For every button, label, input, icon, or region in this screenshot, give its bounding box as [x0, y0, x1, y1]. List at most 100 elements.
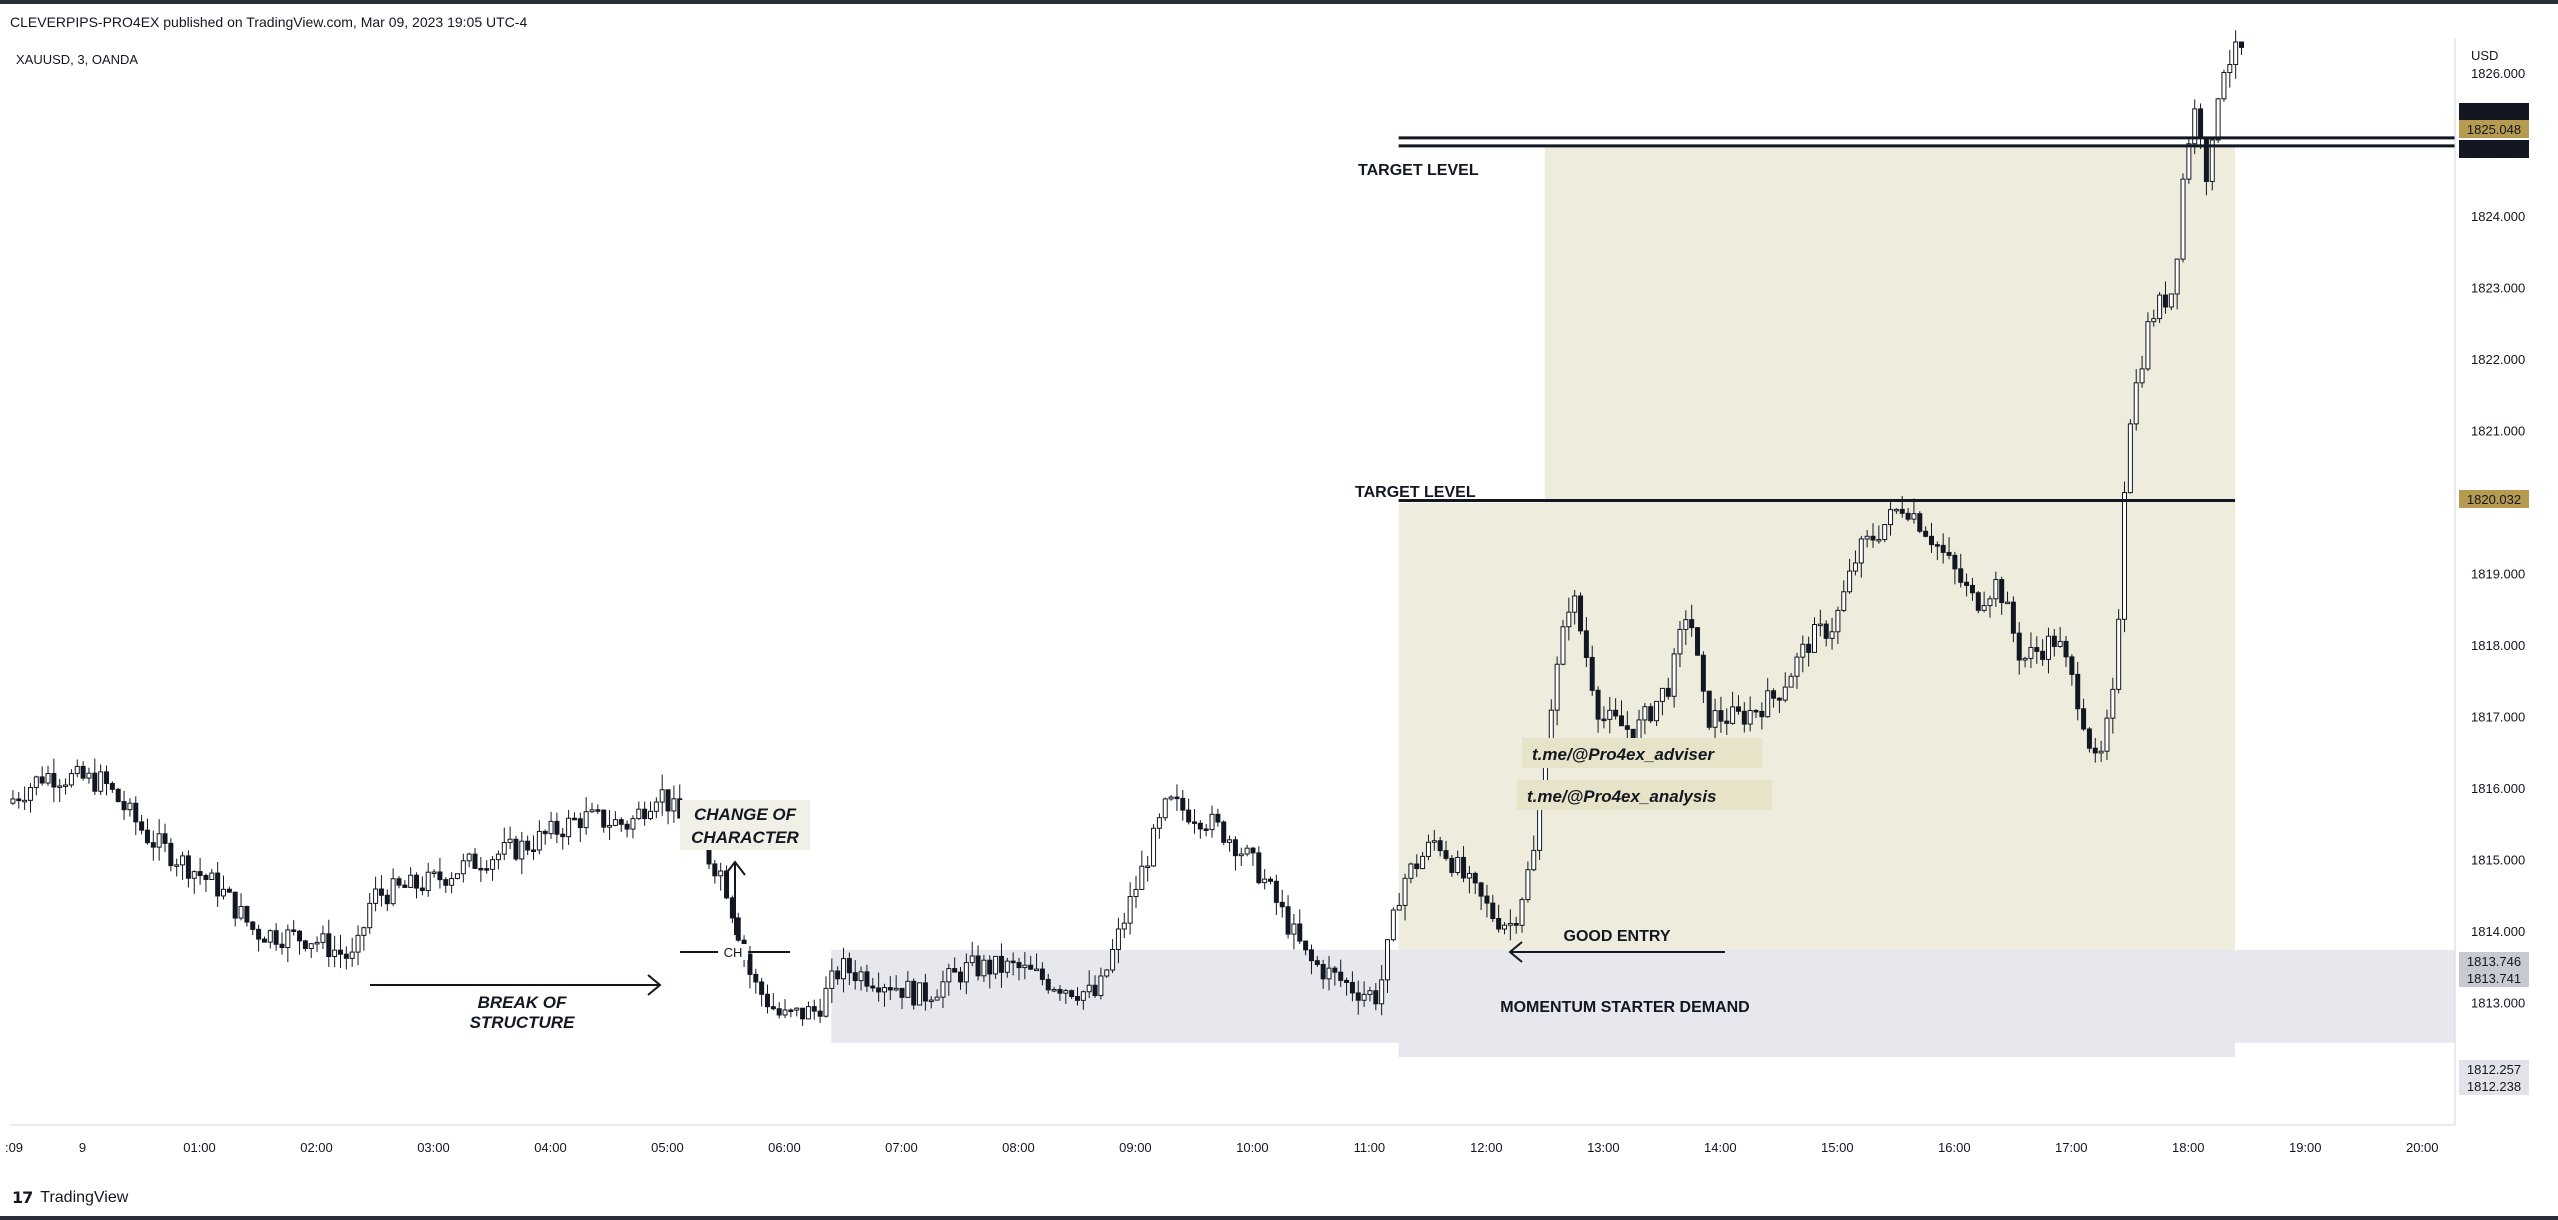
candle-body	[419, 887, 425, 892]
candle-body	[2215, 98, 2221, 141]
candle-body	[2162, 294, 2168, 308]
candle-body	[1934, 544, 1940, 547]
candle-body	[1250, 847, 1256, 854]
candle-body	[98, 771, 104, 792]
candle-body	[238, 905, 244, 919]
time-tick-label: 06:00	[768, 1140, 801, 1155]
candle-body	[10, 798, 16, 804]
candle-body	[1724, 720, 1730, 724]
candle-body	[911, 980, 917, 1006]
candle-body	[1566, 611, 1572, 628]
price-badge-value: 1825.104	[2467, 105, 2521, 120]
candle-body	[1022, 964, 1028, 969]
candle-body	[987, 959, 993, 975]
time-tick-label: 05:00	[651, 1140, 684, 1155]
good-entry-arrow-head	[1508, 941, 1523, 963]
time-tick-label: 14:00	[1704, 1140, 1737, 1155]
price-badges: 1825.104 1825.048 1824.992 1820.032 1813.746…	[2459, 103, 2529, 1095]
tradingview-branding[interactable]: 17 TradingView	[12, 1188, 128, 1207]
candle-body	[2069, 656, 2075, 675]
candle-body	[261, 938, 267, 943]
candle-body	[507, 838, 513, 843]
candle-body	[2075, 673, 2081, 710]
candle-body	[1923, 530, 1929, 537]
candle-body	[1882, 524, 1888, 541]
candle-body	[571, 817, 577, 821]
candle-body	[109, 782, 115, 790]
candle-body	[1455, 856, 1461, 873]
candle-body	[1642, 706, 1648, 721]
time-tick-label: 08:00	[1002, 1140, 1035, 1155]
candle-body	[1712, 710, 1718, 728]
target-zone-lower	[1398, 502, 1545, 950]
candle-body	[2221, 72, 2227, 100]
candle-body	[414, 874, 420, 889]
candle-body	[495, 853, 501, 861]
candle-body	[92, 772, 98, 792]
candle-body	[1812, 624, 1818, 653]
candle-body	[1607, 709, 1613, 720]
candle-body	[817, 1010, 823, 1017]
candle-body	[197, 871, 203, 877]
time-tick-label: 07:00	[885, 1140, 918, 1155]
price-tick-label: 1817.000	[2471, 709, 2525, 724]
candle-body	[963, 962, 969, 983]
candle-body	[1151, 827, 1157, 867]
candle-body	[893, 987, 899, 991]
candle-body	[74, 765, 80, 775]
candle-body	[1034, 968, 1040, 972]
candle-body	[2239, 41, 2245, 48]
candle-body	[864, 971, 870, 987]
candle-body	[542, 830, 548, 835]
candle-body	[1244, 847, 1250, 855]
candle-body	[841, 958, 847, 980]
symbol-legend[interactable]: XAUUSD, 3, OANDA	[16, 52, 139, 67]
candle-body	[1004, 960, 1010, 973]
candle-body	[1127, 896, 1133, 924]
candle-body	[735, 917, 741, 941]
candle-body	[2098, 750, 2104, 754]
candle-body	[1478, 882, 1484, 897]
candle-body	[314, 941, 320, 945]
candle-body	[1197, 822, 1203, 830]
candle-body	[776, 1008, 782, 1016]
candle-body	[653, 801, 659, 812]
candle-body	[1355, 992, 1361, 1001]
candle-body	[244, 905, 250, 923]
candle-body	[1654, 700, 1660, 722]
time-axis[interactable]: :09 9 01:00 02:00 03:00 04:00 05:00 06:00 07:00 0…	[5, 1124, 2455, 1155]
choch-arrow-head	[724, 860, 746, 876]
time-tick-label: 19:00	[2289, 1140, 2322, 1155]
candle-body	[1385, 939, 1391, 981]
price-axis[interactable]: USD 1813.000 1814.000 1815.000 1816.000 1817…	[2454, 38, 2525, 1125]
candle-body	[384, 894, 390, 905]
candle-body	[2157, 294, 2163, 320]
candle-body	[1431, 840, 1437, 843]
time-tick-label: 04:00	[534, 1140, 567, 1155]
candle-body	[1402, 877, 1408, 906]
price-badge-bg	[2459, 969, 2529, 987]
candle-body	[1373, 990, 1379, 1005]
price-axis-unit: USD	[2471, 48, 2498, 63]
candle-body	[764, 993, 770, 1008]
candle-body	[33, 776, 39, 789]
candle-body	[1572, 595, 1578, 613]
candle-body	[770, 1006, 776, 1010]
candle-body	[1057, 988, 1063, 994]
candle-body	[577, 818, 583, 829]
time-tick-label: 16:00	[1938, 1140, 1971, 1155]
candle-body	[279, 943, 285, 949]
candle-body	[1080, 991, 1086, 1001]
candle-body	[1191, 821, 1197, 824]
candle-body	[1162, 798, 1168, 819]
candle-body	[1086, 984, 1092, 993]
candle-body	[1051, 988, 1057, 992]
candle-body	[1461, 856, 1467, 879]
candle-body	[782, 1009, 788, 1016]
candle-body	[320, 933, 326, 943]
candle-body	[1683, 619, 1689, 630]
candle-body	[513, 838, 519, 860]
candle-body	[659, 789, 665, 803]
candle-body	[940, 981, 946, 998]
